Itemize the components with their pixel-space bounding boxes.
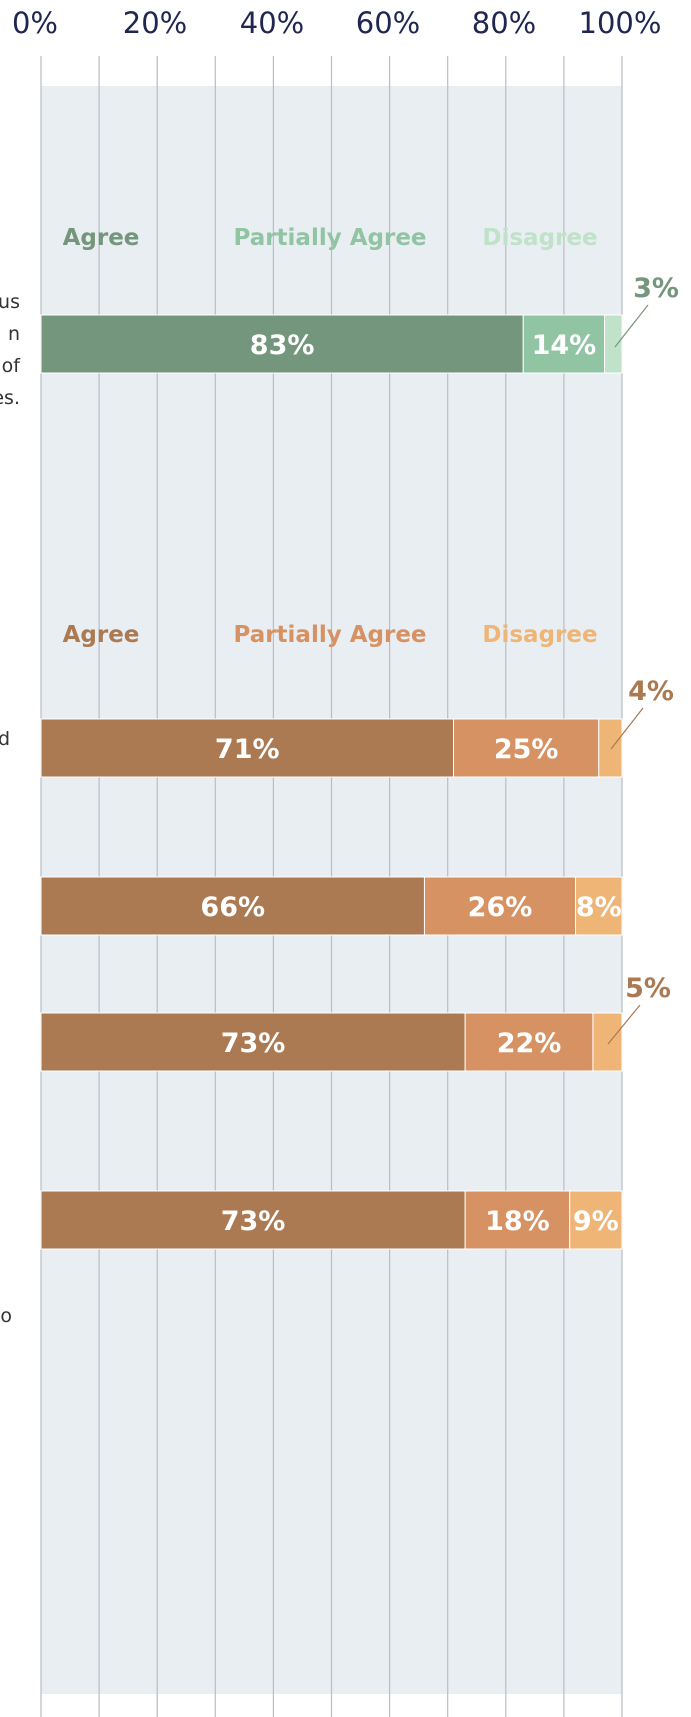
data-label: 26% [468,892,533,923]
legend-label: Partially Agree [233,622,426,648]
bar-segment [40,718,455,778]
data-label: 66% [200,892,265,923]
legend-label: Disagree [482,225,597,251]
data-label: 83% [250,330,315,361]
bar-segment [464,1190,571,1250]
legend-label: Agree [63,225,140,251]
side-text-fragment: es. [0,387,20,409]
data-label: 71% [215,734,280,765]
x-tick-label: 20% [123,6,187,40]
bar-segment [453,718,600,778]
x-tick-label: 60% [356,6,420,40]
data-label: 9% [573,1206,619,1237]
callout-leader [607,1004,641,1045]
side-text-fragments: us n of es. d o [0,291,21,1327]
x-tick-label: 80% [472,6,536,40]
side-text-fragment: d [0,728,10,750]
data-label: 4% [628,676,674,707]
bar-segment [40,314,524,374]
data-label: 8% [576,892,622,923]
callout-leader [614,304,649,348]
bar-segment [464,1012,594,1072]
bar-segment [40,1012,466,1072]
legend-label: Agree [63,622,140,648]
bar-segment [592,1012,623,1072]
side-text-fragment: n [8,323,20,345]
data-label: 22% [497,1028,562,1059]
bar-segment [569,1190,623,1250]
bar-segment [604,314,623,374]
bar-segment [522,314,606,374]
callout-leader [610,707,644,750]
x-tick-label: 100% [579,6,662,40]
data-label: 25% [494,734,559,765]
data-label: 5% [625,973,671,1004]
data-label: 73% [221,1206,286,1237]
legends: Agree Partially Agree Disagree Agree Partial… [63,225,598,648]
side-text-fragment: of [2,355,22,377]
x-axis-ticks: 0% 20% 40% 60% 80% 100% [12,6,661,40]
bars: 83% 14% 3% 71% 25% 4% 66% 26% 8% 73% 22% 5% 73% 18% 9% [40,273,679,1250]
legend-label: Partially Agree [233,225,426,251]
data-label: 3% [633,273,679,304]
bar-segment [423,876,577,936]
bar-segment [575,876,623,936]
side-text-fragment: us [0,291,20,313]
data-label: 18% [485,1206,550,1237]
x-tick-label: 0% [12,6,58,40]
bar-segment [598,718,623,778]
bar-segment [40,876,425,936]
x-tick-label: 40% [240,6,304,40]
bar-segment [40,1190,466,1250]
legend-label: Disagree [482,622,597,648]
side-text-fragment: o [0,1305,12,1327]
data-label: 14% [532,330,597,361]
data-label: 73% [221,1028,286,1059]
